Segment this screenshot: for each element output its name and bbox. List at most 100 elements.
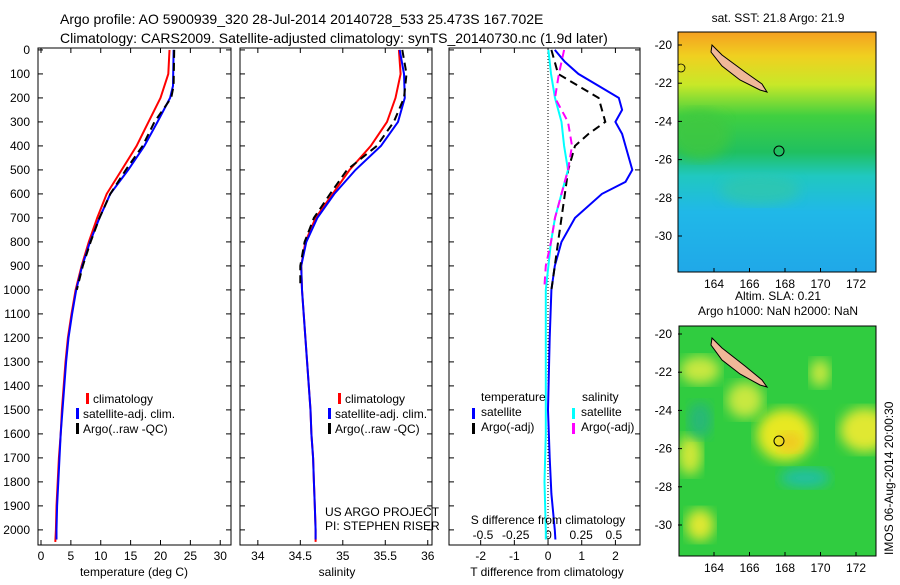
depth-tick-label: 1800 (3, 475, 30, 489)
x-tick-label: 35 (336, 549, 350, 563)
legend-header-temperature: temperature (481, 390, 546, 404)
depth-tick-label: 0 (23, 43, 30, 57)
legend-swatch-climatology (86, 393, 89, 404)
series-line-satellite-adj-clim- (55, 49, 175, 540)
series-line-argo-raw-qc- (75, 49, 176, 291)
project-line1: US ARGO PROJECT (325, 505, 440, 519)
argo-location-marker (773, 435, 785, 447)
depth-tick-label: 600 (10, 187, 30, 201)
series-line-t-satellite (546, 49, 634, 540)
s-tick-label: 0.25 (569, 528, 593, 542)
x-tick-label: 2 (612, 549, 619, 563)
legend-swatch-t-satellite (472, 408, 475, 419)
salinity-lines (299, 49, 408, 542)
lon-tick-label: 166 (739, 561, 759, 575)
salinity-axes-frame (239, 47, 433, 546)
sst-map-ticks: 164 166 168 170 172 -20 -22 -24 -26 -28 -30 (655, 38, 867, 291)
x-tick-label: 10 (94, 549, 108, 563)
lon-tick-label: 164 (704, 561, 724, 575)
legend-swatch-climatology (338, 393, 341, 404)
legend-label-argo: Argo(..raw -QC) (83, 422, 168, 436)
sla-map: Altim. SLA: 0.21 Argo h1000: NaN h2000: … (655, 289, 877, 575)
legend-label-argo: Argo(..raw -QC) (335, 422, 420, 436)
difference-panel: -2 -1 0 1 2 -0.5 -0.25 0 0.25 0.5 T difference fr… (448, 47, 641, 579)
depth-tick-label: 2000 (3, 523, 30, 537)
difference-legend: temperature salinity satellite Argo(-adj… (472, 390, 634, 434)
lon-tick-label: 168 (775, 277, 795, 291)
series-line-t-argo-adj- (550, 49, 607, 291)
sst-map-title: sat. SST: 21.8 Argo: 21.9 (712, 11, 845, 25)
depth-tick-label: 1400 (3, 379, 30, 393)
legend-swatch-satellite (328, 408, 331, 419)
temperature-legend: climatology satellite-adj. clim. Argo(..… (76, 392, 175, 436)
sst-map: sat. SST: 21.8 Argo: 21.9 164 166 168 170 17… (655, 11, 877, 291)
depth-tick-label: 700 (10, 211, 30, 225)
legend-swatch-t-argo (472, 423, 475, 434)
project-line2: PI: STEPHEN RISER (325, 519, 440, 533)
lat-tick-label: -20 (655, 38, 673, 52)
depth-tick-labels: 0 100 200 300 400 500 600 700 800 900 1000 1100 1200… (3, 43, 30, 537)
argo-location-marker (773, 145, 785, 157)
legend-label-t-satellite: satellite (481, 405, 522, 419)
depth-tick-label: 1500 (3, 403, 30, 417)
legend-header-salinity: salinity (582, 390, 619, 404)
legend-swatch-argo (76, 423, 79, 434)
salinity-legend: climatology satellite-adj. clim. Argo(..… (328, 392, 427, 436)
lat-tick-label: -24 (655, 403, 673, 417)
title-line1: Argo profile: AO 5900939_320 28-Jul-2014… (60, 11, 543, 27)
x-tick-label: 1 (578, 549, 585, 563)
temperature-ticks: 0 5 10 15 20 25 30 (38, 48, 231, 563)
depth-tick-label: 300 (10, 115, 30, 129)
depth-tick-label: 1100 (4, 307, 30, 321)
s-tick-label: -0.25 (502, 528, 530, 542)
lon-tick-label: 166 (739, 277, 759, 291)
legend-label-climatology: climatology (93, 392, 153, 406)
depth-tick-label: 1700 (3, 451, 30, 465)
salinity-panel: 34 34.5 35 35.5 36 salinity climatology sate… (239, 47, 440, 579)
lat-tick-label: -22 (655, 76, 673, 90)
sla-map-title1: Altim. SLA: 0.21 (735, 289, 821, 303)
lon-tick-label: 172 (846, 561, 866, 575)
t-diff-xlabel: T difference from climatology (470, 565, 624, 579)
x-tick-label: 15 (124, 549, 138, 563)
x-tick-label: 35.5 (374, 549, 398, 563)
x-tick-label: 0 (545, 549, 552, 563)
lat-tick-label: -26 (655, 153, 673, 167)
temperature-axes-frame (37, 47, 232, 546)
lon-tick-label: 170 (810, 561, 830, 575)
x-tick-label: 5 (68, 549, 75, 563)
lon-tick-label: 168 (775, 561, 795, 575)
lon-tick-label: 172 (846, 277, 866, 291)
difference-ticks: -2 -1 0 1 2 -0.5 -0.25 0 0.25 0.5 (449, 48, 640, 563)
title-line2: Climatology: CARS2009. Satellite-adjuste… (60, 30, 608, 46)
legend-label-satellite: satellite-adj. clim. (83, 407, 175, 421)
new-caledonia-land (710, 336, 769, 388)
sst-map-frame (677, 31, 877, 273)
legend-swatch-s-satellite (572, 408, 575, 419)
legend-swatch-s-argo (572, 423, 575, 434)
temperature-lines (54, 49, 176, 542)
depth-tick-label: 1600 (3, 427, 30, 441)
lat-tick-label: -20 (655, 327, 673, 341)
lat-tick-label: -28 (655, 480, 673, 494)
footer-timestamp: IMOS 06-Aug-2014 20:00:30 (882, 401, 896, 555)
x-tick-label: 34 (251, 549, 265, 563)
temperature-panel: 0 5 10 15 20 25 30 temperature (deg C) climato… (37, 47, 232, 579)
lat-tick-label: -30 (655, 518, 673, 532)
x-tick-label: 25 (184, 549, 198, 563)
lat-tick-label: -26 (655, 442, 673, 456)
legend-label-s-satellite: satellite (581, 405, 622, 419)
depth-tick-label: 1300 (3, 355, 30, 369)
sla-map-frame (678, 325, 877, 557)
difference-lines (543, 49, 634, 540)
series-line-satellite-adj-clim- (300, 49, 406, 540)
s-tick-label: 0 (545, 528, 552, 542)
depth-tick-label: 900 (10, 259, 30, 273)
legend-swatch-argo (328, 423, 331, 434)
legend-label-climatology: climatology (345, 392, 405, 406)
legend-label-satellite: satellite-adj. clim. (335, 407, 427, 421)
depth-tick-label: 400 (10, 139, 30, 153)
x-tick-label: 30 (214, 549, 228, 563)
series-line-argo-raw-qc- (299, 49, 408, 286)
